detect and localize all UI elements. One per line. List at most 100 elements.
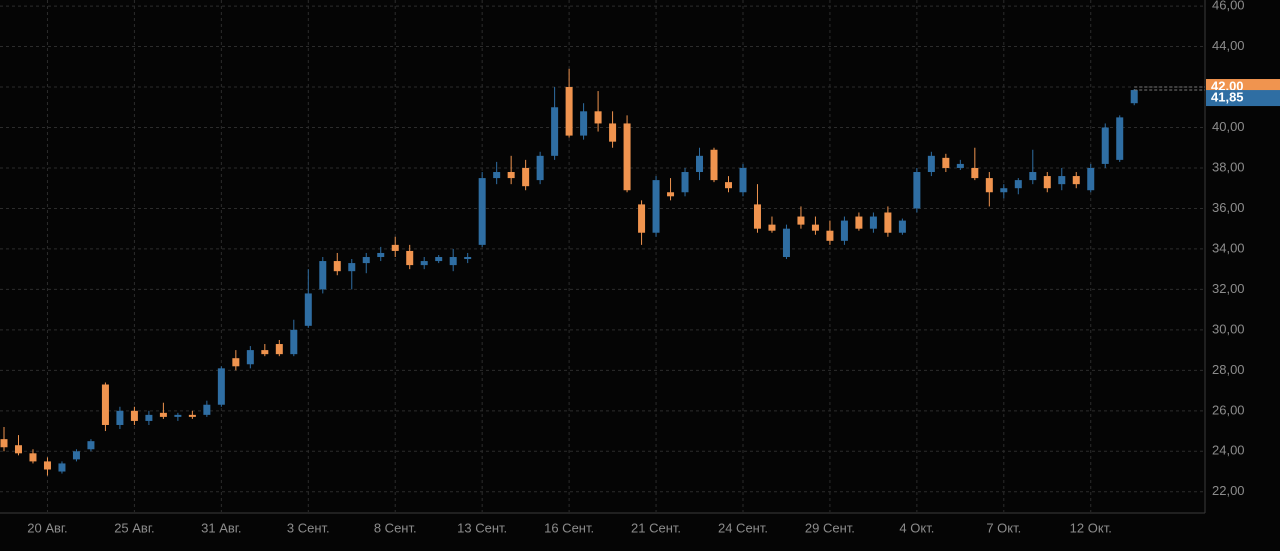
- candle-body: [159, 412, 167, 417]
- candle-body: [1058, 176, 1066, 185]
- candle-body: [869, 216, 877, 229]
- candle-body: [174, 414, 182, 417]
- candle-body: [14, 445, 22, 454]
- candle-body: [971, 167, 979, 179]
- candle-body: [956, 163, 964, 168]
- candle-body: [130, 410, 138, 421]
- candle-body: [145, 414, 153, 421]
- candle-body: [101, 384, 109, 425]
- candle-body: [536, 155, 544, 181]
- candle-body: [739, 167, 747, 193]
- candle-body: [855, 216, 863, 229]
- candle-body: [768, 224, 776, 231]
- candle-body: [753, 204, 761, 229]
- candle-body: [435, 257, 443, 262]
- candle-body: [478, 178, 486, 245]
- candle-body: [565, 87, 573, 136]
- candle-body: [782, 228, 790, 258]
- candle-body: [840, 220, 848, 241]
- candle-body: [652, 180, 660, 233]
- candle-body: [420, 261, 428, 266]
- candle-body: [464, 257, 472, 260]
- candle-body: [638, 204, 646, 233]
- y-tick-label: 36,00: [1212, 200, 1245, 215]
- y-tick-label: 44,00: [1212, 38, 1245, 53]
- y-tick-label: 22,00: [1212, 483, 1245, 498]
- candle-body: [551, 107, 559, 156]
- x-tick-label: 21 Сент.: [631, 520, 681, 535]
- x-tick-label: 31 Авг.: [201, 520, 241, 535]
- candle-body: [1014, 180, 1022, 189]
- candle-body: [884, 212, 892, 233]
- candle-body: [246, 350, 254, 365]
- candle-body: [811, 224, 819, 231]
- x-tick-label: 29 Сент.: [805, 520, 855, 535]
- candle-body: [0, 439, 8, 448]
- candle-body: [217, 368, 225, 405]
- candle-body: [985, 178, 993, 193]
- candle-body: [304, 293, 312, 326]
- candle-body: [290, 329, 298, 355]
- candle-body: [449, 257, 457, 266]
- x-tick-label: 20 Авг.: [27, 520, 67, 535]
- y-tick-label: 38,00: [1212, 159, 1245, 174]
- candle-body: [1043, 176, 1051, 189]
- candle-body: [188, 414, 196, 417]
- candle-body: [580, 111, 588, 136]
- candle-body: [406, 250, 414, 266]
- candle-body: [29, 453, 37, 462]
- candle-body: [1130, 90, 1138, 104]
- candle-body: [1029, 172, 1037, 181]
- candle-body: [1087, 167, 1095, 191]
- y-tick-label: 26,00: [1212, 402, 1245, 417]
- candle-body: [87, 441, 95, 450]
- candle-body: [826, 230, 834, 241]
- candle-body: [333, 261, 341, 272]
- candle-body: [725, 182, 732, 189]
- candle-body: [681, 172, 689, 193]
- candle-body: [58, 463, 66, 472]
- candle-body: [797, 216, 805, 225]
- candle-body: [1072, 176, 1080, 185]
- candle-body: [594, 111, 602, 124]
- candle-body: [43, 461, 51, 470]
- candle-body: [667, 192, 675, 197]
- candle-body: [898, 220, 906, 233]
- y-tick-label: 30,00: [1212, 321, 1245, 336]
- price-marker-label: 42,00: [1211, 78, 1244, 93]
- x-tick-label: 4 Окт.: [899, 520, 934, 535]
- candle-body: [493, 172, 501, 179]
- candle-body: [232, 358, 240, 367]
- x-tick-label: 16 Сент.: [544, 520, 594, 535]
- candle-body: [522, 167, 530, 187]
- x-tick-label: 13 Сент.: [457, 520, 507, 535]
- y-tick-label: 24,00: [1212, 443, 1245, 458]
- candle-body: [377, 252, 385, 258]
- candle-body: [116, 410, 124, 425]
- candle-body: [507, 172, 515, 179]
- price-marker-label: 41,85: [1211, 89, 1244, 104]
- x-tick-label: 8 Сент.: [374, 520, 417, 535]
- candle-body: [275, 344, 283, 355]
- candle-body: [927, 155, 935, 173]
- candle-body: [623, 123, 631, 191]
- y-tick-label: 34,00: [1212, 240, 1245, 255]
- candle-body: [696, 155, 704, 173]
- candle-body: [1101, 127, 1109, 164]
- y-tick-label: 46,00: [1212, 0, 1245, 13]
- candle-body: [609, 123, 617, 142]
- candle-body: [319, 261, 327, 290]
- candle-body: [362, 257, 370, 264]
- candle-body: [348, 263, 356, 272]
- candle-body: [391, 244, 399, 251]
- price-marker: [1206, 90, 1280, 107]
- x-tick-label: 7 Окт.: [986, 520, 1021, 535]
- candle-body: [1000, 188, 1008, 193]
- y-tick-label: 32,00: [1212, 281, 1245, 296]
- x-tick-label: 24 Сент.: [718, 520, 768, 535]
- candle-body: [72, 451, 80, 460]
- y-tick-label: 40,00: [1212, 119, 1245, 134]
- y-tick-label: 28,00: [1212, 362, 1245, 377]
- x-tick-label: 25 Авг.: [114, 520, 154, 535]
